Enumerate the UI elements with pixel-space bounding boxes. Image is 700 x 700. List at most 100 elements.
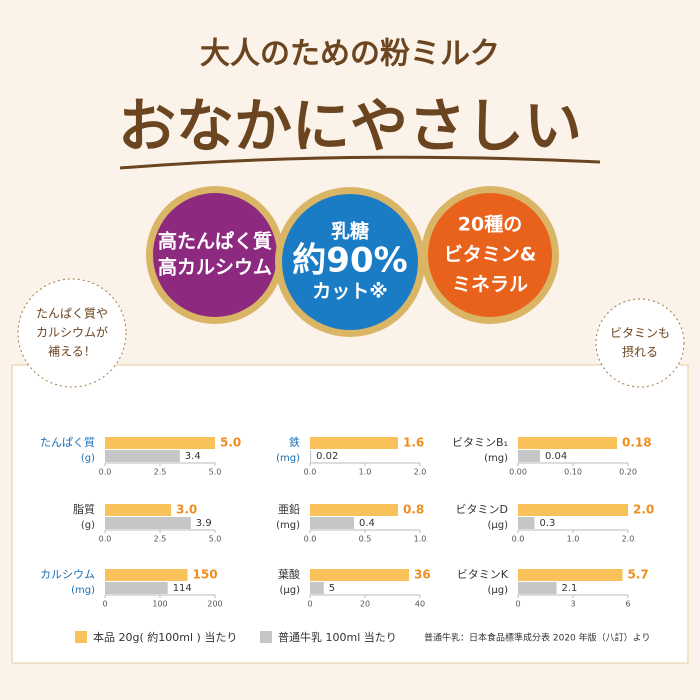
bar bbox=[105, 569, 188, 581]
badge-text: 約90% bbox=[292, 241, 407, 281]
value-label: 3.9 bbox=[196, 518, 212, 529]
value-label: 3.4 bbox=[185, 451, 201, 462]
badge-text: 20種の bbox=[458, 214, 522, 236]
bubble-text: ビタミンも bbox=[610, 326, 670, 340]
value-label: 150 bbox=[193, 568, 218, 582]
bubble-text: 摂れる bbox=[622, 344, 658, 359]
x-tick-label: 2.5 bbox=[154, 468, 167, 477]
chart-unit: (g) bbox=[81, 453, 95, 464]
bar bbox=[518, 582, 557, 594]
chart-unit: (g) bbox=[81, 520, 95, 531]
legend-label: 普通牛乳 100ml 当たり bbox=[278, 630, 397, 644]
bubble bbox=[595, 298, 685, 388]
chart-title: 葉酸 bbox=[278, 567, 300, 581]
chart-title: たんぱく質 bbox=[40, 435, 95, 449]
x-tick-label: 1.0 bbox=[567, 535, 580, 544]
x-tick-label: 0.00 bbox=[509, 468, 527, 477]
value-label: 0.4 bbox=[359, 518, 375, 529]
bar bbox=[310, 504, 398, 516]
chart-title: ビタミンK bbox=[457, 568, 509, 581]
x-tick-label: 6 bbox=[625, 600, 630, 609]
value-label: 3.0 bbox=[176, 503, 197, 517]
chart-title: 亜鉛 bbox=[278, 502, 300, 516]
bar bbox=[518, 437, 617, 449]
x-tick-label: 0 bbox=[307, 600, 312, 609]
x-tick-label: 0.0 bbox=[304, 535, 317, 544]
x-tick-label: 0 bbox=[102, 600, 107, 609]
value-label: 5.7 bbox=[628, 568, 649, 582]
badge-text: ビタミン& bbox=[444, 244, 537, 266]
chart-title: 鉄 bbox=[289, 435, 300, 449]
chart-unit: (μg) bbox=[487, 520, 508, 531]
x-tick-label: 2.5 bbox=[154, 535, 167, 544]
badge bbox=[282, 194, 418, 330]
x-tick-label: 0.0 bbox=[304, 468, 317, 477]
bubble-text: 補える！ bbox=[48, 345, 96, 359]
x-tick-label: 200 bbox=[207, 600, 222, 609]
legend-label: 本品 20g( 約100ml ) 当たり bbox=[93, 630, 237, 644]
x-tick-label: 0.0 bbox=[99, 468, 112, 477]
value-label: 5.0 bbox=[220, 436, 241, 450]
badge-text: 高カルシウム bbox=[158, 256, 272, 279]
chart-title: ビタミンB₁ bbox=[452, 436, 508, 449]
bubble bbox=[17, 278, 127, 388]
bar bbox=[518, 569, 623, 581]
x-tick-label: 20 bbox=[360, 600, 370, 609]
x-tick-label: 0.10 bbox=[564, 468, 582, 477]
value-label: 1.6 bbox=[403, 436, 424, 450]
x-tick-label: 1.0 bbox=[359, 468, 372, 477]
bar bbox=[105, 504, 171, 516]
value-label: 114 bbox=[173, 583, 192, 594]
value-label: 2.1 bbox=[562, 583, 578, 594]
value-label: 0.3 bbox=[540, 518, 556, 529]
bar bbox=[105, 437, 215, 449]
x-tick-label: 5.0 bbox=[209, 535, 222, 544]
bubble-text: カルシウムが bbox=[36, 325, 108, 340]
x-tick-label: 0.0 bbox=[99, 535, 112, 544]
underline bbox=[119, 155, 601, 170]
chart-unit: (mg) bbox=[71, 585, 95, 596]
bar bbox=[310, 582, 324, 594]
x-tick-label: 3 bbox=[570, 600, 575, 609]
x-tick-label: 0 bbox=[515, 600, 520, 609]
chart-title: 脂質 bbox=[73, 502, 95, 516]
x-tick-label: 5.0 bbox=[209, 468, 222, 477]
bar bbox=[310, 569, 409, 581]
bar bbox=[310, 437, 398, 449]
x-tick-label: 0.5 bbox=[359, 535, 372, 544]
x-tick-label: 2.0 bbox=[622, 535, 635, 544]
chart-unit: (μg) bbox=[487, 585, 508, 596]
legend-swatch bbox=[260, 631, 272, 643]
badge-text: カット※ bbox=[312, 281, 387, 303]
bar bbox=[518, 450, 540, 462]
bar bbox=[518, 517, 535, 529]
chart-unit: (mg) bbox=[484, 453, 508, 464]
value-label: 0.02 bbox=[316, 451, 338, 462]
value-label: 5 bbox=[329, 583, 335, 594]
value-label: 2.0 bbox=[633, 503, 654, 517]
value-label: 0.18 bbox=[622, 436, 652, 450]
badge-text: ミネラル bbox=[452, 274, 528, 296]
chart-unit: (μg) bbox=[279, 585, 300, 596]
chart-unit: (mg) bbox=[276, 453, 300, 464]
bar bbox=[518, 504, 628, 516]
badge bbox=[428, 193, 552, 317]
bar bbox=[310, 517, 354, 529]
badge bbox=[153, 193, 277, 317]
bar bbox=[310, 450, 312, 462]
badge-text: 高たんぱく質 bbox=[158, 230, 272, 253]
chart-unit: (mg) bbox=[276, 520, 300, 531]
x-tick-label: 0.0 bbox=[512, 535, 525, 544]
title: 大人のための粉ミルク bbox=[200, 37, 500, 72]
value-label: 36 bbox=[414, 568, 431, 582]
chart-title: カルシウム bbox=[40, 568, 95, 581]
bubble-text: たんぱく質や bbox=[36, 306, 108, 321]
badge-text: 乳糖 bbox=[331, 220, 369, 243]
bar bbox=[105, 582, 168, 594]
headline: おなかにやさしい bbox=[118, 92, 582, 160]
x-tick-label: 0.20 bbox=[619, 468, 637, 477]
x-tick-label: 2.0 bbox=[414, 468, 427, 477]
value-label: 0.8 bbox=[403, 503, 424, 517]
footnote: 普通牛乳：日本食品標準成分表 2020 年版（八訂）より bbox=[424, 632, 650, 644]
value-label: 0.04 bbox=[545, 451, 567, 462]
